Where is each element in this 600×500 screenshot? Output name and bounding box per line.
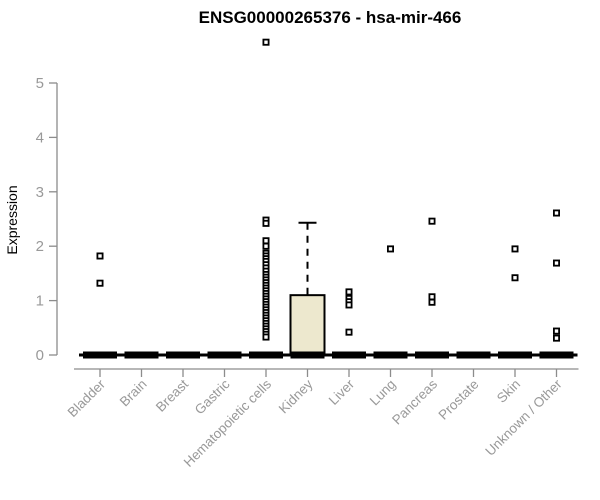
x-category-label-liver: Liver [326,376,358,408]
y-axis-title: Expression [4,185,20,254]
outlier-point [553,327,561,335]
median-bar [373,351,408,359]
outlier-point [511,274,519,282]
box-gastric [203,351,246,359]
x-category-label-pancreas: Pancreas [389,376,440,427]
median-bar [498,351,532,359]
outlier-point [262,333,270,341]
y-tick-label: 2 [36,238,44,255]
median-bar [415,351,449,359]
outlier-point [262,38,270,46]
x-category-label-bladder: Bladder [65,376,109,420]
outlier-point [428,298,436,306]
outlier-point [345,328,353,336]
box-unknown-other [535,209,578,359]
box-rect [289,294,326,355]
box-hematopoietic-cells [245,38,287,359]
outlier-point [428,293,436,301]
x-category-label-prostate: Prostate [435,377,481,423]
median-bar [249,351,283,359]
x-category-label-skin: Skin [494,377,523,406]
outlier-point [553,334,561,342]
y-tick-label: 3 [36,184,44,201]
outlier-point [386,245,394,253]
outlier-point [96,279,104,287]
outlier-point [96,252,104,260]
median-bar [83,351,117,359]
box-kidney [286,221,329,359]
outlier-point [511,245,519,253]
median-bar [456,351,491,359]
box-bladder [79,252,121,359]
median-bar [166,351,200,359]
box-liver [328,288,370,359]
y-tick-label: 4 [36,129,44,146]
median-bar [124,351,159,359]
y-tick-label: 5 [36,75,44,92]
median-bar [290,351,325,359]
box-brain [120,351,163,359]
outlier-point [553,259,561,267]
median-bar [207,351,242,359]
box-pancreas [411,217,453,359]
outlier-point [262,237,270,245]
box-lung [369,245,412,359]
x-category-label-gastric: Gastric [192,376,233,417]
x-category-label-unknown-other: Unknown / Other [482,376,565,459]
outlier-point [345,288,353,296]
box-breast [162,351,204,359]
outlier-point [428,217,436,225]
outlier-point [262,242,270,250]
x-category-label-brain: Brain [117,377,150,410]
y-tick-label: 0 [36,347,44,364]
x-category-label-lung: Lung [367,377,399,409]
y-tick-label: 1 [36,293,44,310]
outlier-point [553,209,561,217]
box-skin [494,245,536,359]
median-bar [332,351,366,359]
box-prostate [452,351,495,359]
x-category-label-kidney: Kidney [276,376,316,416]
median-bar [539,351,574,359]
chart-title: ENSG00000265376 - hsa-mir-466 [199,8,462,27]
x-category-label-breast: Breast [153,376,191,414]
outlier-point [262,219,270,227]
outlier-point [345,301,353,309]
